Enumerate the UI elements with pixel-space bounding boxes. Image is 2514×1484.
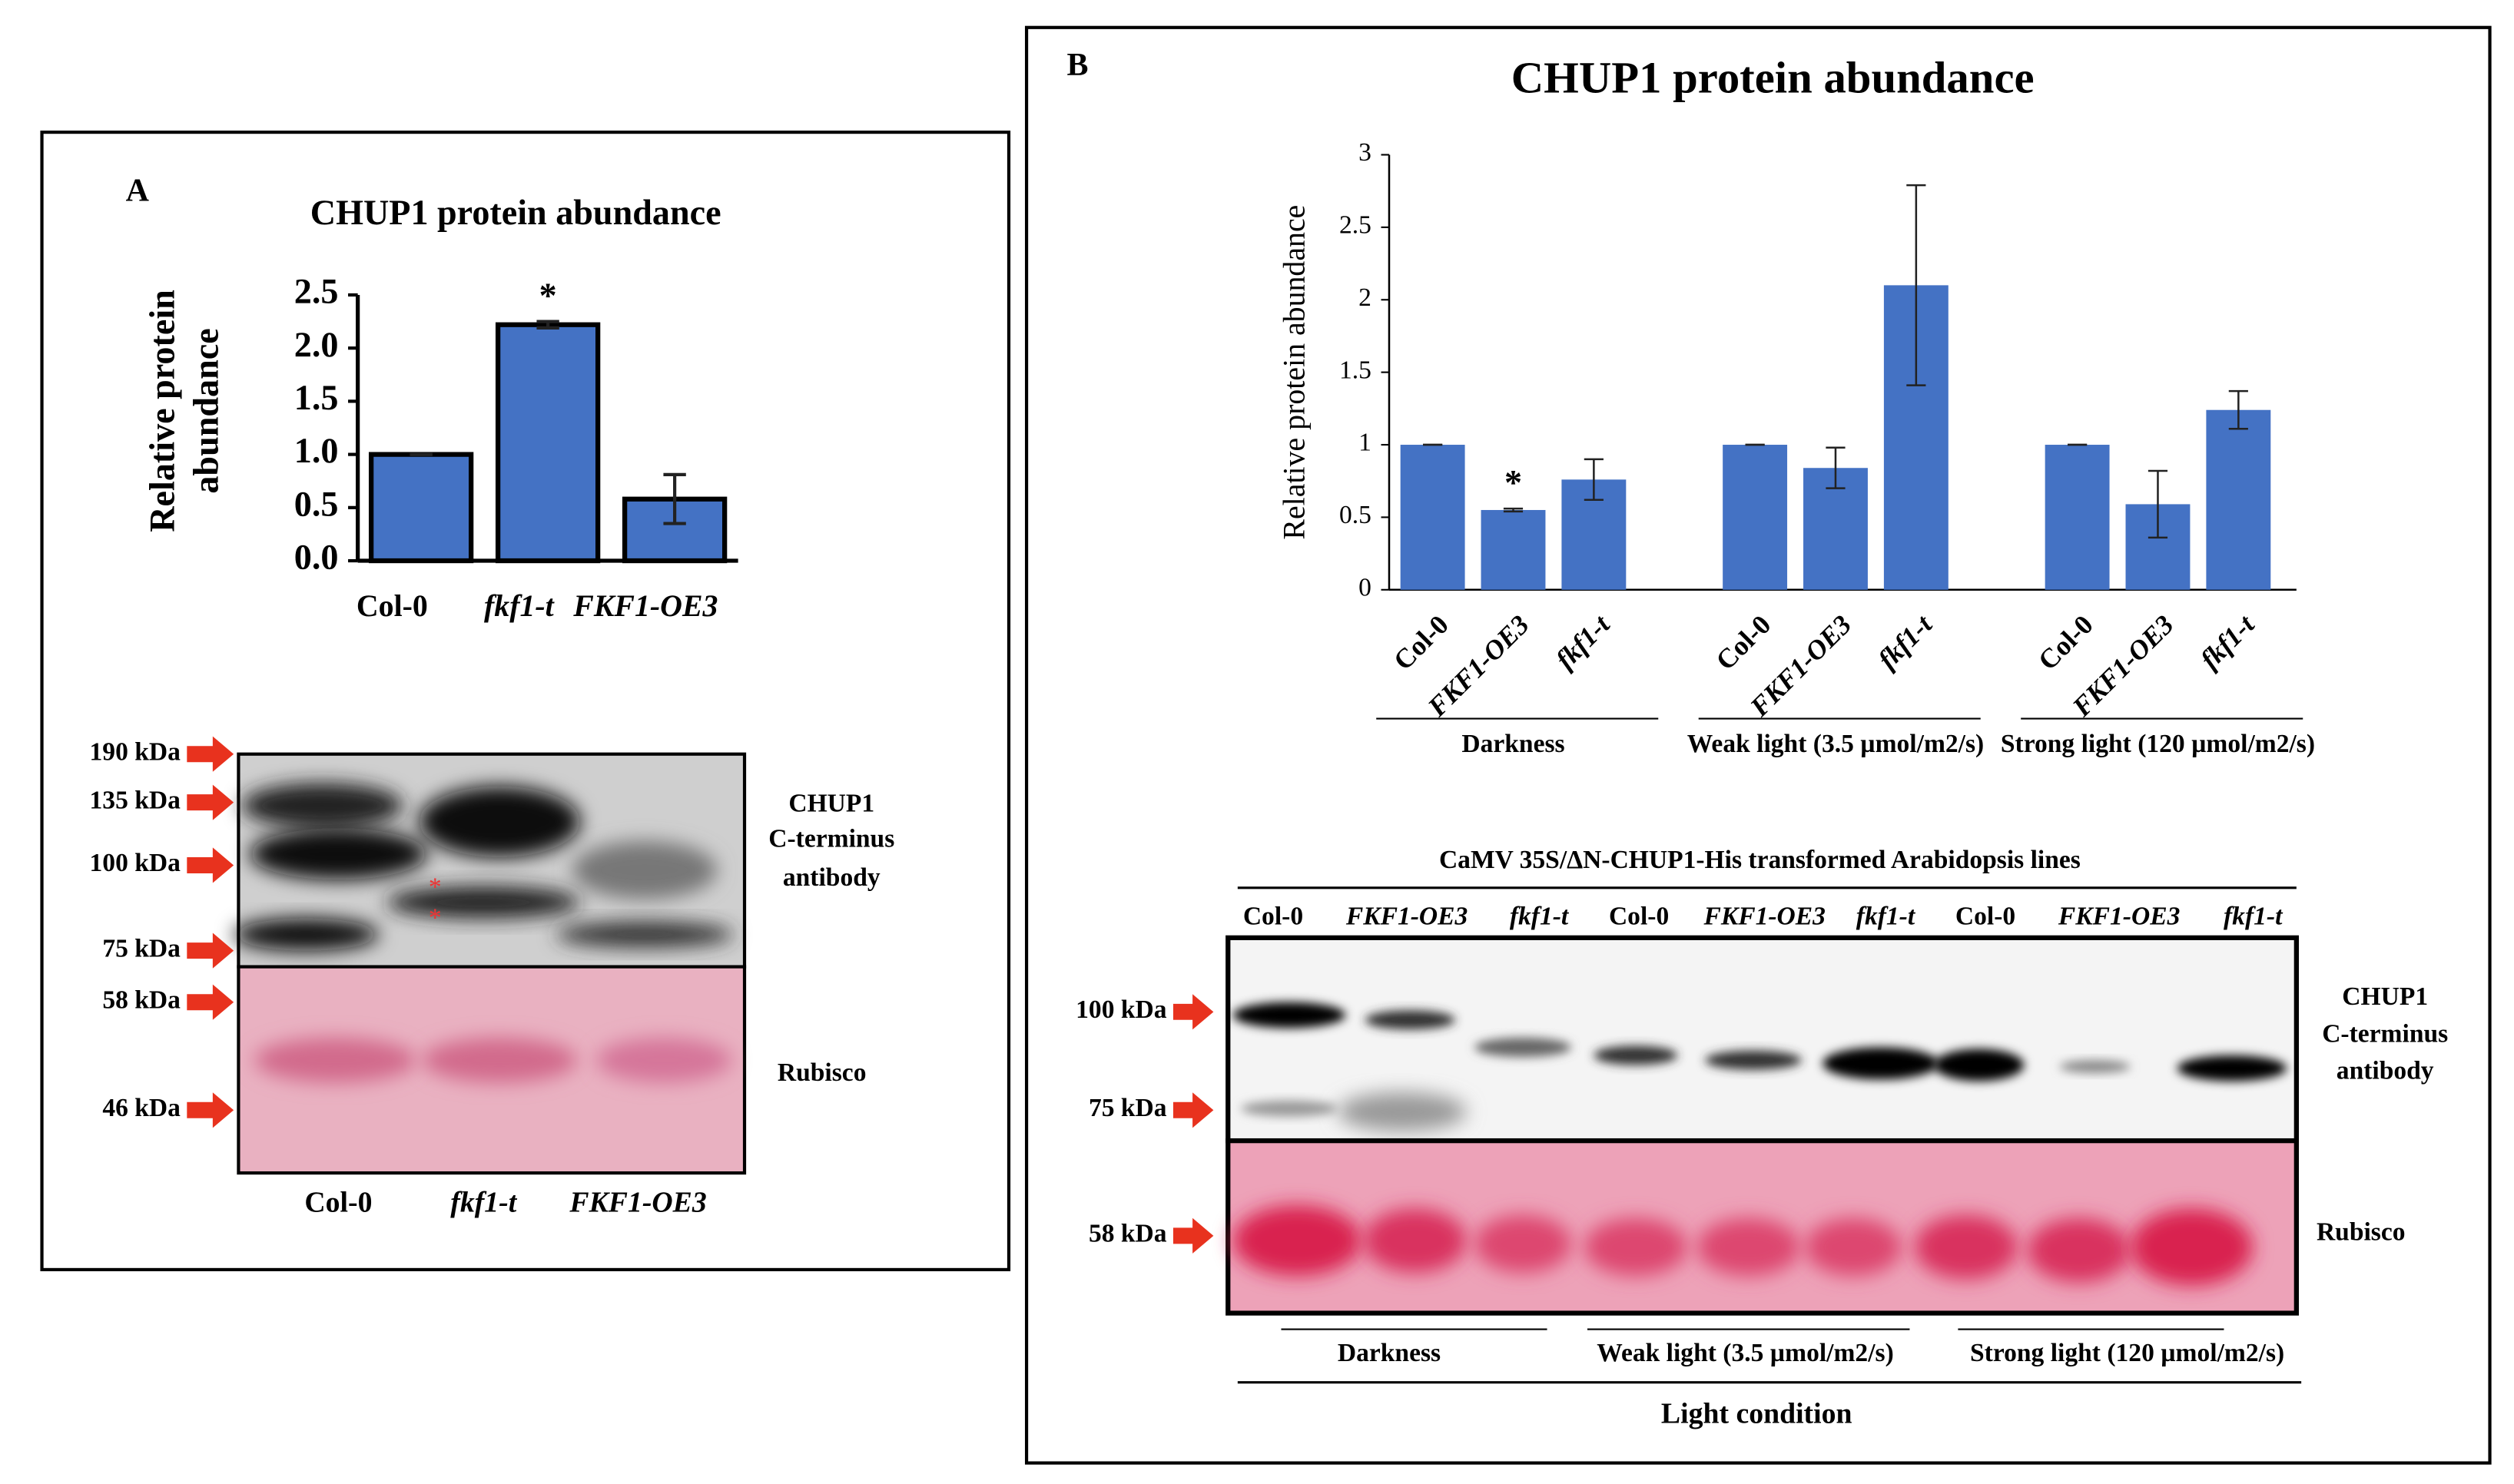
y-axis-label: Relative protein [143, 290, 182, 532]
y-axis-label: Relative protein abundance [1277, 205, 1312, 540]
x-tick-label: Col-0 [1710, 609, 1776, 676]
x-tick-label: Col-0 [2032, 609, 2099, 676]
x-tick-label: Col-0 [357, 588, 428, 623]
bar [1723, 445, 1788, 590]
kda-label: 190 kDa [90, 737, 181, 766]
y-tick-label: 2.5 [294, 272, 339, 311]
bar [1481, 509, 1546, 590]
lane-label: FKF1-OE3 [569, 1187, 706, 1219]
x-tick-label: fkf1-t [484, 588, 556, 623]
error-bar [663, 472, 686, 525]
lane-label: fkf1-t [2224, 902, 2283, 930]
y-tick-label: 1.0 [294, 431, 339, 470]
bar [368, 452, 474, 564]
chart-title: CHUP1 protein abundance [310, 193, 721, 232]
panel-a-frame [40, 131, 1011, 1272]
antibody-label: CHUP1 [2342, 982, 2428, 1011]
x-tick-label: fkf1-t [1550, 608, 1616, 674]
x-tick-label: FKF1-OE3 [572, 588, 718, 623]
chart-title: CHUP1 protein abundance [1511, 53, 2035, 103]
blot-header: CaMV 35S/ΔN-CHUP1-His transformed Arabid… [1439, 846, 2081, 874]
error-bar [1826, 446, 1846, 489]
x-tick-label: fkf1-t [1872, 608, 1938, 674]
y-tick-label: 0.5 [1339, 501, 1371, 529]
footer-label: Light condition [1661, 1397, 1852, 1429]
antibody-label: C-terminus [768, 825, 894, 853]
kda-label: 75 kDa [102, 934, 181, 962]
antibody-label: C-terminus [2322, 1019, 2448, 1048]
bar [2206, 409, 2271, 590]
antibody-label: CHUP1 [788, 790, 874, 818]
error-bar [536, 320, 559, 330]
lane-labels: Col-0 FKF1-OE3 fkf1-t Col-0 FKF1-OE3 fkf1-t Co… [1243, 902, 2283, 930]
error-bar [2148, 469, 2168, 539]
kda-label: 100 kDa [1076, 995, 1167, 1024]
significance-marker: * [1504, 462, 1522, 502]
lane-label: Col-0 [1609, 902, 1669, 930]
kda-arrows-a [187, 736, 234, 1128]
lane-label: fkf1-t [1856, 902, 1916, 930]
antibody-label: antibody [783, 863, 881, 892]
kda-arrows-b [1172, 994, 1214, 1254]
y-tick-label: 1.5 [1339, 356, 1371, 384]
lane-label: Col-0 [1955, 902, 2015, 930]
kda-label: 100 kDa [90, 849, 181, 877]
kda-label: 58 kDa [1089, 1220, 1167, 1248]
antibody-label: antibody [2337, 1057, 2434, 1085]
kda-label: 46 kDa [102, 1094, 181, 1122]
blot-b [1225, 935, 2299, 1316]
error-bar [1503, 507, 1524, 513]
condition-label: Darkness [1338, 1339, 1441, 1367]
condition-label: Weak light (3.5 µmol/m2/s) [1597, 1339, 1893, 1367]
asterisk-marker: * [429, 903, 442, 932]
asterisk-marker: * [429, 873, 442, 902]
kda-label: 135 kDa [90, 786, 181, 814]
lane-label: Col-0 [1243, 902, 1303, 930]
panel-label: A [126, 173, 149, 208]
y-tick-label: 3 [1358, 138, 1371, 167]
y-tick-label: 2.5 [1339, 211, 1371, 240]
kda-label: 58 kDa [102, 985, 181, 1014]
y-tick-label: 0 [1358, 573, 1371, 601]
x-tick-label: fkf1-t [2194, 608, 2260, 674]
blot-a: * * [234, 752, 747, 1175]
y-tick-label: 2.0 [294, 325, 339, 364]
lane-label: Col-0 [304, 1187, 372, 1219]
panel-b-frame [1024, 25, 2492, 1465]
lane-label: FKF1-OE3 [1703, 902, 1825, 930]
condition-label: Strong light (120 µmol/m2/s) [1970, 1339, 2284, 1367]
x-tick-label: Col-0 [1388, 609, 1454, 676]
lane-label: FKF1-OE3 [2058, 902, 2180, 930]
y-tick-label: 0.0 [294, 538, 339, 577]
bar [2045, 445, 2110, 590]
error-bar [2228, 389, 2248, 430]
kda-label: 75 kDa [1089, 1094, 1167, 1122]
bar [1400, 445, 1465, 590]
lane-label: fkf1-t [450, 1187, 517, 1219]
y-tick-label: 0.5 [294, 484, 339, 523]
group-label: Weak light (3.5 µmol/m2/s) [1687, 730, 1984, 758]
y-tick-label: 2 [1358, 283, 1371, 312]
lane-label: fkf1-t [1510, 902, 1570, 930]
panel-label: B [1067, 48, 1089, 83]
lane-label: FKF1-OE3 [1345, 902, 1468, 930]
y-axis-label: abundance [186, 328, 225, 493]
loading-label: Rubisco [778, 1058, 867, 1087]
loading-label: Rubisco [2317, 1217, 2406, 1246]
y-tick-label: 1.5 [294, 378, 339, 417]
group-label: Strong light (120 µmol/m2/s) [2001, 730, 2315, 758]
significance-marker: * [539, 276, 557, 315]
error-bar [1584, 458, 1604, 502]
error-bar [1906, 184, 1926, 386]
bar [495, 322, 601, 564]
y-tick-label: 1 [1358, 429, 1371, 457]
group-label: Darkness [1461, 730, 1564, 758]
